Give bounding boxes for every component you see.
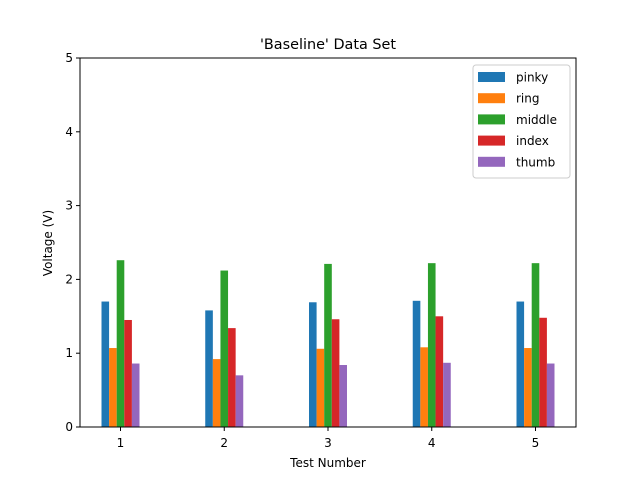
- legend-swatch-thumb: [478, 156, 505, 167]
- y-tick-label: 2: [65, 272, 73, 286]
- y-tick-label: 5: [65, 51, 73, 65]
- bar-ring-test-5: [524, 348, 532, 427]
- bar-middle-test-1: [116, 260, 125, 427]
- bars-group: [101, 260, 555, 427]
- y-tick-label: 3: [65, 199, 73, 213]
- bar-pinky-test-2: [205, 310, 213, 427]
- x-axis-label: Test Number: [289, 456, 366, 470]
- legend-swatch-middle: [478, 114, 505, 125]
- y-tick-label: 4: [65, 125, 73, 139]
- y-tick-label: 1: [65, 346, 73, 360]
- legend-label-middle: middle: [516, 113, 557, 127]
- bar-thumb-test-2: [235, 375, 244, 427]
- y-tick-label: 0: [65, 420, 73, 434]
- legend-label-pinky: pinky: [516, 71, 548, 85]
- x-tick-label: 4: [428, 436, 436, 450]
- y-axis-label: Voltage (V): [41, 210, 55, 276]
- legend-swatch-pinky: [478, 72, 505, 82]
- chart-title: 'Baseline' Data Set: [260, 37, 396, 53]
- bar-index-test-3: [331, 319, 340, 427]
- bar-pinky-test-1: [101, 301, 110, 427]
- bar-middle-test-2: [220, 270, 229, 427]
- legend-label-index: index: [516, 134, 549, 148]
- bar-pinky-test-3: [309, 302, 317, 427]
- bar-thumb-test-5: [546, 363, 555, 427]
- x-tick-label: 5: [532, 436, 540, 450]
- bar-ring-test-4: [420, 347, 428, 427]
- bar-index-test-4: [435, 316, 444, 427]
- x-tick-label: 3: [324, 436, 332, 450]
- bar-index-test-1: [124, 319, 132, 427]
- legend: pinky ring middle index thumb: [472, 64, 571, 179]
- bar-thumb-test-4: [443, 362, 451, 427]
- bar-thumb-test-3: [339, 365, 347, 427]
- x-tick-label: 2: [220, 436, 228, 450]
- legend-swatch-ring: [478, 93, 505, 104]
- bar-middle-test-5: [531, 263, 540, 427]
- axes-group: 0 1 2 3 4 5 1 2 3 4 5: [65, 51, 577, 450]
- bar-index-test-5: [539, 317, 547, 427]
- bar-index-test-2: [228, 328, 236, 427]
- bar-ring-test-1: [109, 348, 117, 427]
- legend-label-thumb: thumb: [516, 155, 555, 169]
- legend-swatch-index: [478, 135, 505, 146]
- bar-pinky-test-5: [516, 301, 525, 427]
- bar-middle-test-4: [427, 263, 436, 427]
- bar-thumb-test-1: [131, 363, 140, 427]
- legend-label-ring: ring: [516, 92, 540, 106]
- bar-ring-test-2: [212, 359, 221, 427]
- bar-ring-test-3: [316, 348, 325, 427]
- bar-pinky-test-4: [412, 300, 421, 427]
- x-tick-label: 1: [117, 436, 125, 450]
- bar-middle-test-3: [324, 263, 332, 427]
